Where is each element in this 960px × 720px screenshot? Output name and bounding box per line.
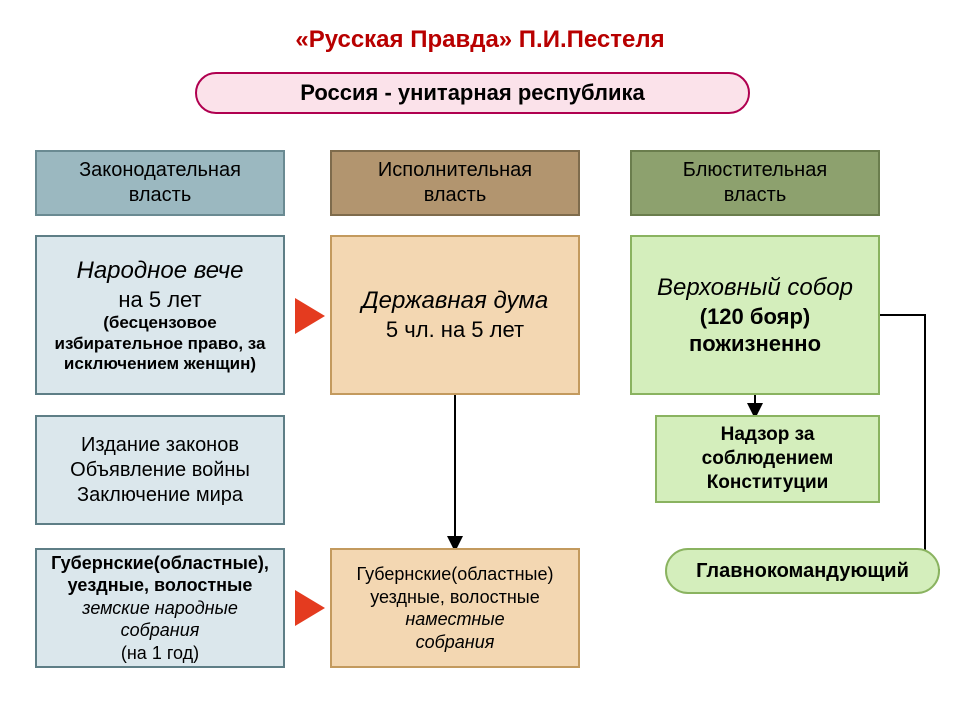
subtitle-pill: Россия - унитарная республика xyxy=(195,72,750,114)
red-arrow-2 xyxy=(295,590,325,626)
branch-legislative: Законодательнаявласть xyxy=(35,150,285,216)
local-zemskie: Губернские(областные),уездные, волостные… xyxy=(35,548,285,668)
branch-supervisory: Блюстительнаявласть xyxy=(630,150,880,216)
body-sobor: Верховный собор(120 бояр)пожизненно xyxy=(630,235,880,395)
commander-pill: Главнокомандующий xyxy=(665,548,940,594)
functions-nadzor: Надзор за соблюдением Конституции xyxy=(655,415,880,503)
body-veche: Народное вечена 5 лет(бесцензовое избира… xyxy=(35,235,285,395)
local-namestnye: Губернские(областные)уездные, волостныен… xyxy=(330,548,580,668)
functions-laws: Издание законовОбъявление войныЗаключени… xyxy=(35,415,285,525)
branch-executive: Исполнительнаявласть xyxy=(330,150,580,216)
body-duma: Державная дума5 чл. на 5 лет xyxy=(330,235,580,395)
red-arrow-1 xyxy=(295,298,325,334)
diagram-title: «Русская Правда» П.И.Пестеля xyxy=(0,26,960,54)
